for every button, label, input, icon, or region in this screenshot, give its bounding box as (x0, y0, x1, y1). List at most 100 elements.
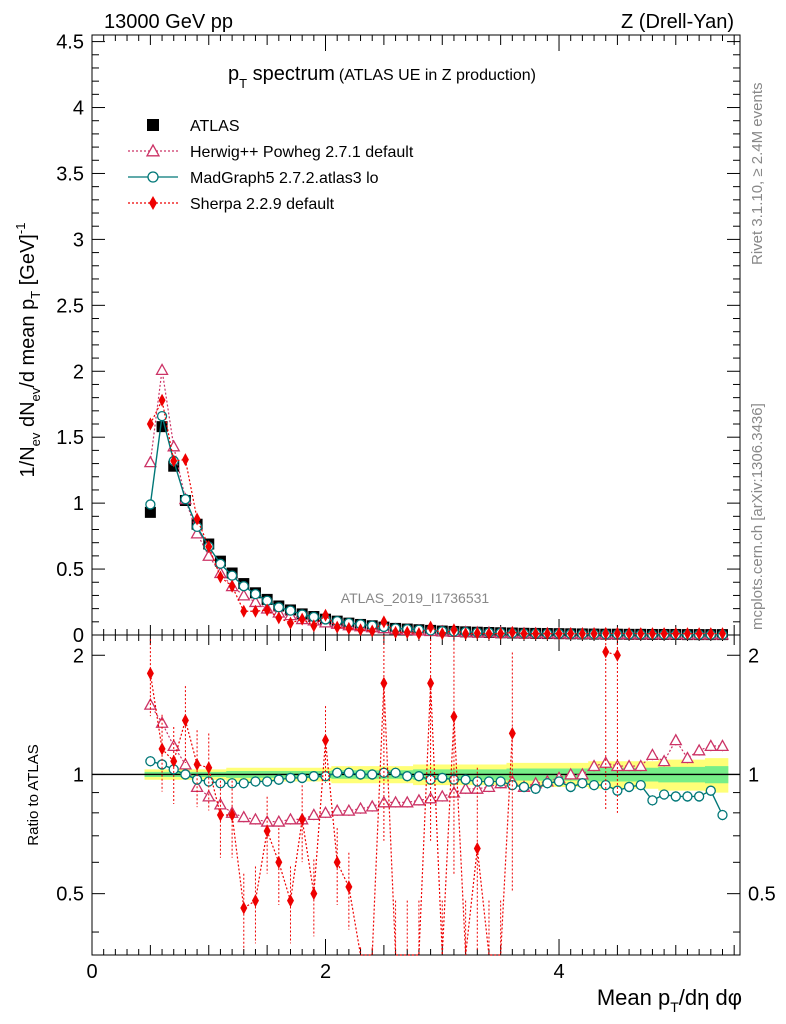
ratio-tick-label: 2 (748, 645, 759, 667)
series-1-ratio-point (307, 808, 321, 821)
series-3-ratio-point (251, 894, 259, 908)
series-3-point (625, 627, 633, 641)
series-2-ratio-point (215, 778, 226, 789)
y-tick-label: 2 (73, 361, 84, 383)
series-1-point (143, 455, 157, 468)
series-2-ratio-point (297, 772, 308, 784)
y-tick-label: 1.5 (56, 427, 84, 449)
series-2-ratio-point (670, 791, 681, 802)
y-tick-label: 0 (73, 625, 84, 647)
ratio-tick-label: 2 (73, 645, 84, 667)
series-3-point (718, 627, 726, 641)
series-2-ratio-point (483, 776, 495, 787)
ratio-series (143, 635, 730, 956)
y-tick-label: 0.5 (56, 559, 84, 581)
ratio-tick-label: 1 (73, 764, 84, 786)
series-2-ratio-point (717, 809, 728, 821)
series-1-ratio-point (634, 759, 648, 772)
series-3-point (707, 627, 715, 641)
series-3-point (637, 627, 645, 641)
series-1-point (237, 588, 251, 601)
series-3-ratio-point (216, 808, 224, 822)
series-1-ratio-point (564, 767, 578, 780)
y-axis-label: 1/Nev dNev/d mean pT [GeV]-1 (13, 223, 43, 478)
series-3-point (508, 625, 516, 639)
series-2-ratio-point (460, 774, 471, 785)
series-1-ratio-point (167, 739, 181, 752)
series-2-point (226, 570, 238, 581)
series-3-point (695, 627, 703, 641)
legend-label: Herwig++ Powheg 2.7.1 default (190, 144, 414, 161)
series-3-ratio-point (310, 887, 318, 901)
series-3-point (450, 623, 458, 637)
legend-marker (147, 119, 159, 131)
series-2-ratio-point (588, 779, 600, 791)
series-2-ratio-point (565, 781, 576, 793)
series-3-ratio-point (240, 901, 248, 915)
series-2-ratio-point (413, 771, 425, 782)
series-2-ratio-point (238, 778, 249, 789)
series-3-point (532, 627, 540, 641)
series-3-point (415, 627, 423, 641)
series-2-ratio-point (647, 795, 658, 806)
ratio-y-axis-label: Ratio to ATLAS (25, 744, 42, 845)
series-3-point (392, 625, 400, 639)
series-2-ratio-point (180, 769, 191, 780)
series-2-ratio-point (355, 769, 366, 780)
series-1-point (155, 363, 169, 375)
series-3-point (438, 627, 446, 641)
x-tick-label: 0 (86, 961, 97, 983)
series-3-point (380, 615, 388, 629)
series-3-ratio-point (613, 648, 621, 662)
series-2-ratio-point (273, 774, 284, 785)
series-2-ratio-point (530, 783, 541, 794)
series-1-ratio-point (178, 757, 193, 770)
series-2-ratio-point (635, 779, 646, 791)
ratio-tick-label: 1 (748, 764, 759, 786)
series-3-ratio-point (193, 757, 201, 771)
series-3-point (578, 627, 586, 641)
series-2-ratio-point (682, 791, 693, 802)
series-3-point (427, 620, 435, 634)
y-tick-label: 4 (73, 98, 84, 120)
series-2-ratio-point (390, 767, 401, 778)
series-1-ratio-point (587, 759, 601, 772)
series-3-ratio-line (149, 673, 513, 956)
series-3-point (251, 604, 259, 618)
series-1-ratio-point (213, 797, 228, 810)
y-tick-label: 3.5 (56, 163, 84, 185)
series-3-point (298, 612, 306, 626)
series-2-point (145, 499, 156, 510)
series-3-point (310, 619, 318, 633)
ratio-tick-label: 0.5 (56, 884, 84, 906)
series-1-ratio-point (202, 789, 216, 802)
series-3-point (590, 627, 598, 641)
rivet-label: Rivet 3.1.10, ≥ 2.4M events (749, 83, 766, 266)
series-3-ratio-point (275, 855, 283, 869)
y-tick-label: 3 (73, 229, 84, 251)
legend-label: ATLAS (190, 118, 240, 135)
series-3-point (543, 627, 551, 641)
series-3-ratio-point (286, 894, 294, 908)
series-3-point (473, 626, 481, 640)
series-3-ratio-point (333, 855, 341, 869)
series-1-ratio-point (459, 781, 473, 794)
series-3-point (683, 627, 691, 641)
series-1-ratio-point (353, 801, 368, 814)
series-2-ratio-point (402, 771, 413, 782)
legend-marker (147, 171, 159, 183)
series-2-ratio-point (437, 772, 448, 784)
series-1-point (202, 549, 216, 561)
series-3-ratio-point (298, 812, 306, 826)
series-1-ratio-point (330, 803, 344, 816)
legend-label: Sherpa 2.2.9 default (190, 196, 335, 213)
series-3-ratio-point (450, 710, 458, 724)
series-3-point (672, 627, 680, 641)
series-1-ratio-point (365, 799, 379, 812)
series-2-ratio-point (623, 781, 635, 793)
x-tick-label: 4 (553, 961, 564, 983)
series-2-ratio-point (226, 778, 238, 789)
legend-marker (145, 143, 161, 157)
series-2-ratio-point (308, 771, 319, 782)
series-1-ratio-point (657, 754, 671, 767)
